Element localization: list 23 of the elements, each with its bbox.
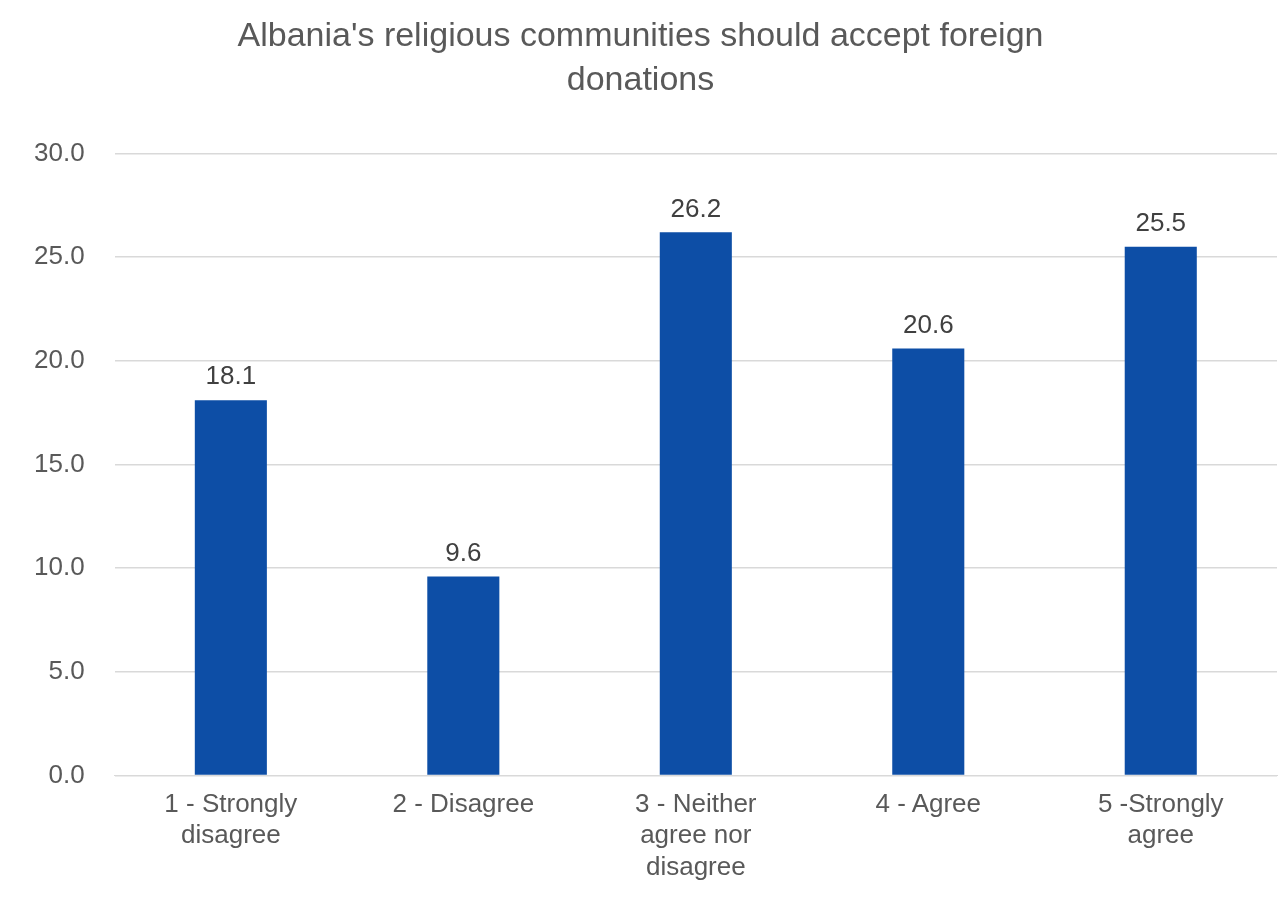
y-tick-label: 5.0 bbox=[48, 654, 85, 685]
x-tick-label: 4 - Agree bbox=[875, 788, 982, 819]
bar bbox=[659, 232, 732, 775]
chart-title: Albania's religious communities should accept foreign donations bbox=[236, 14, 1045, 99]
y-tick-label: 0.0 bbox=[48, 758, 85, 789]
bar bbox=[427, 576, 500, 775]
y-tick-label: 15.0 bbox=[33, 447, 85, 478]
x-tick-label: 5 -Strongly agree bbox=[1097, 788, 1224, 850]
data-label: 26.2 bbox=[670, 192, 722, 223]
y-tick-label: 30.0 bbox=[33, 136, 85, 167]
data-label: 20.6 bbox=[902, 308, 954, 339]
y-tick-label: 25.0 bbox=[33, 240, 85, 271]
data-label: 18.1 bbox=[205, 360, 257, 391]
bar bbox=[194, 400, 267, 775]
x-tick-label: 2 - Disagree bbox=[392, 788, 535, 819]
x-tick-label: 3 - Neither agree nor disagree bbox=[635, 788, 757, 881]
y-tick-label: 20.0 bbox=[33, 344, 85, 375]
data-label: 9.6 bbox=[445, 536, 482, 567]
data-label: 25.5 bbox=[1135, 207, 1187, 238]
x-tick-label: 1 - Strongly disagree bbox=[164, 788, 298, 850]
bar bbox=[892, 348, 965, 775]
bar bbox=[1124, 246, 1197, 775]
y-tick-label: 10.0 bbox=[33, 551, 85, 582]
